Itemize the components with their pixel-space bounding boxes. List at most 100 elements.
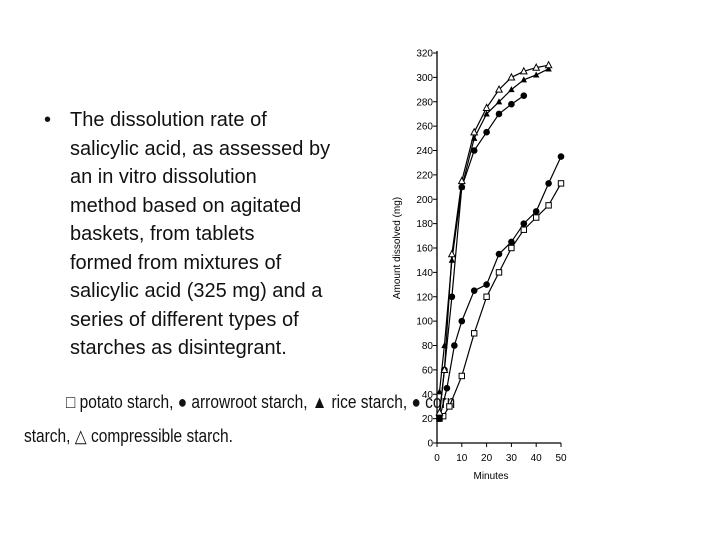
data-point-arrowroot-starch (443, 384, 451, 392)
data-point-corn-starch (520, 92, 528, 99)
data-point-rice-starch (471, 134, 478, 141)
data-point-corn-starch (458, 183, 466, 191)
data-point-potato-starch (458, 372, 466, 380)
series-line-compressible-starch (438, 64, 549, 413)
data-point-compressible-starch (532, 63, 541, 71)
y-tick-label: 260 (416, 122, 433, 133)
data-point-arrowroot-starch (470, 287, 478, 294)
y-tick-label: 320 (416, 49, 433, 60)
data-point-compressible-starch (440, 365, 449, 373)
bullet-text: • The dissolution rate of salicylic acid,… (44, 106, 364, 363)
y-tick-label: 80 (422, 341, 434, 352)
data-point-compressible-starch (507, 72, 516, 81)
bullet-line-text: The dissolution rate of (70, 109, 267, 131)
bullet-line: starches as disintegrant. (44, 334, 364, 363)
series-line-arrowroot-starch (438, 156, 562, 419)
data-point-rice-starch (533, 71, 540, 78)
bullet-line-text: series of different types of (70, 308, 299, 331)
bullet-line-text: an in vitro dissolution (70, 166, 257, 188)
data-point-corn-starch (448, 293, 456, 301)
y-tick-label: 20 (422, 414, 434, 425)
data-point-corn-starch (483, 128, 490, 136)
y-tick-label: 160 (416, 244, 433, 255)
series-markers (435, 60, 565, 422)
data-point-arrowroot-starch (495, 250, 503, 258)
data-point-arrowroot-starch (451, 342, 458, 349)
bullet-line: an in vitro dissolution (44, 163, 364, 192)
data-point-compressible-starch (544, 60, 553, 69)
data-point-potato-starch (520, 226, 527, 233)
x-axis-label: Minutes (473, 471, 508, 482)
data-point-compressible-starch (494, 84, 504, 93)
legend-marker-arrowroot: ● (177, 392, 188, 412)
x-tick-label: 40 (531, 453, 543, 464)
data-point-compressible-starch (482, 103, 491, 111)
data-point-potato-starch (483, 293, 490, 300)
data-point-potato-starch (471, 330, 478, 337)
data-point-corn-starch (508, 100, 515, 108)
bullet-line: baskets, from tablets (44, 220, 364, 249)
y-tick-label: 300 (416, 73, 433, 84)
data-point-compressible-starch (435, 407, 444, 416)
y-tick-label: 120 (416, 292, 433, 303)
y-tick-label: 200 (416, 195, 433, 206)
series-lines (438, 64, 562, 420)
data-point-rice-starch (508, 86, 515, 93)
data-point-compressible-starch (470, 127, 479, 136)
bullet-line-text: baskets, from tablets (70, 223, 255, 245)
y-tick-label: 140 (416, 268, 433, 279)
data-point-arrowroot-starch (545, 180, 552, 187)
data-point-compressible-starch (447, 249, 456, 258)
x-tick-label: 10 (456, 453, 468, 464)
y-tick-label: 60 (422, 365, 434, 376)
legend-label-compressible: compressible starch. (86, 426, 233, 446)
legend-marker-potato: □ (66, 392, 76, 412)
legend-label-corn-cont: starch, (24, 426, 75, 446)
bullet-line: method based on agitated (44, 192, 364, 221)
data-point-rice-starch (545, 65, 552, 72)
data-point-potato-starch (545, 202, 552, 209)
data-point-arrowroot-starch (532, 208, 540, 215)
bullet-line-text: formed from mixtures of (70, 251, 282, 274)
data-point-rice-starch (448, 256, 456, 263)
legend-marker-rice: ▲ (311, 392, 328, 412)
data-point-arrowroot-starch (458, 317, 466, 325)
data-point-corn-starch (470, 147, 478, 154)
x-tick-label: 20 (481, 453, 493, 464)
data-point-rice-starch (483, 110, 490, 117)
x-ticks: 0 10 20 30 40 50 (434, 443, 567, 464)
data-point-potato-starch (495, 269, 503, 276)
bullet-line-text: salicylic acid, as assessed by (70, 137, 331, 160)
bullet-line-text: method based on agitated (70, 194, 302, 217)
data-point-potato-starch (446, 403, 453, 410)
bullet-line-text: salicylic acid (325 mg) and a (70, 280, 323, 302)
y-tick-label: 0 (427, 439, 433, 450)
bullet-line-text: starches as disintegrant. (70, 337, 287, 359)
y-tick-label: 40 (422, 390, 434, 401)
y-tick-label: 240 (416, 146, 433, 157)
data-point-rice-starch (436, 388, 443, 395)
legend-marker-compressible: △ (74, 426, 87, 446)
y-ticks: 0 20 40 60 80 100 120 140 160 180 200 220 240 260 280 3… (416, 49, 437, 450)
data-point-compressible-starch (457, 176, 466, 185)
data-point-potato-starch (557, 180, 565, 187)
y-axis-label: Amount dissolved (mg) (392, 197, 403, 299)
bullet-line: formed from mixtures of (44, 249, 364, 278)
legend-marker-corn: ● (411, 392, 421, 412)
data-point-arrowroot-starch (557, 153, 565, 160)
legend-label-arrowroot: arrowroot starch, (187, 392, 312, 412)
y-tick-label: 280 (416, 97, 433, 108)
y-tick-label: 180 (416, 219, 433, 230)
y-tick-label: 220 (416, 170, 433, 181)
data-point-arrowroot-starch (483, 281, 490, 288)
data-point-potato-starch (508, 244, 515, 252)
data-point-rice-starch (441, 342, 448, 349)
bullet-line: • The dissolution rate of (44, 106, 364, 135)
legend-line-2: starch, △ compressible starch. (24, 426, 233, 447)
x-tick-label: 30 (506, 453, 518, 464)
data-point-compressible-starch (519, 66, 528, 75)
data-point-arrowroot-starch (520, 220, 528, 227)
bullet-line: salicylic acid, as assessed by (44, 135, 364, 164)
bullet-line: salicylic acid (325 mg) and a (44, 277, 364, 306)
